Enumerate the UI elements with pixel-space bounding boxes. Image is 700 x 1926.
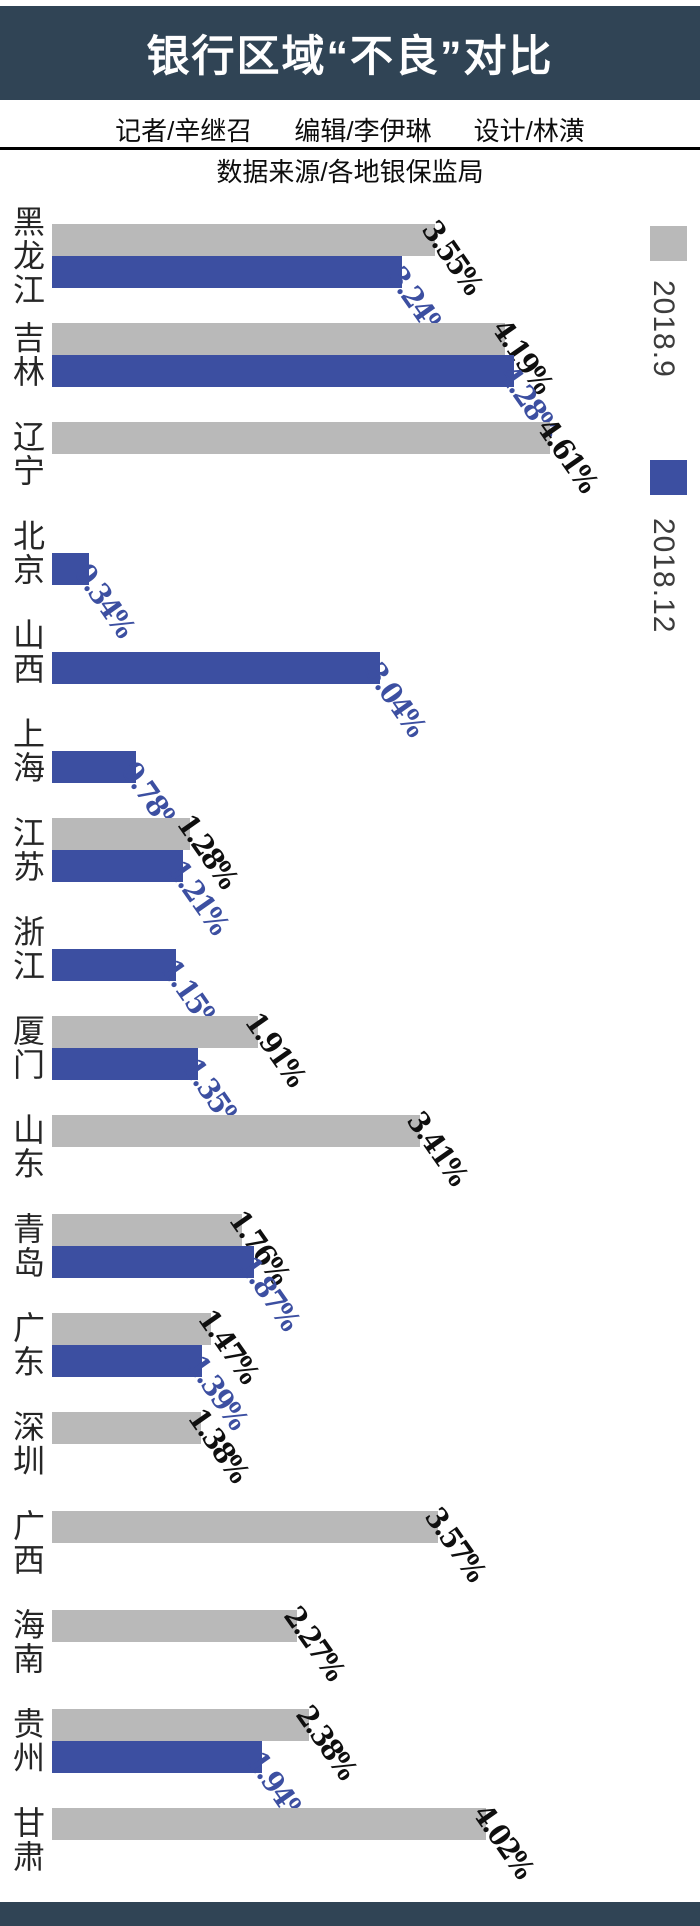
footer-bar bbox=[0, 1902, 700, 1926]
value-label-2018-9: 3.41% bbox=[400, 1105, 475, 1191]
value-label-2018-9: 4.61% bbox=[530, 412, 605, 498]
chart-row: 深圳 1.38% bbox=[0, 1400, 700, 1499]
region-label: 浙江 bbox=[9, 915, 45, 983]
region-label: 上海 bbox=[9, 717, 45, 785]
region-label-box: 北京 bbox=[4, 515, 50, 591]
region-label: 山西 bbox=[9, 618, 45, 686]
region-label-box: 广东 bbox=[4, 1307, 50, 1383]
region-label: 深圳 bbox=[9, 1410, 45, 1478]
chart-row: 江苏 1.28% 1.21% bbox=[0, 806, 700, 940]
bar-2018-9 bbox=[52, 1511, 438, 1543]
chart-row: 贵州 2.38% 1.94% bbox=[0, 1697, 700, 1831]
bar-2018-9 bbox=[52, 818, 190, 850]
legend-swatch-2018-12 bbox=[650, 460, 687, 495]
chart-row: 广东 1.47% 1.39% bbox=[0, 1301, 700, 1435]
legend-swatch-2018-9 bbox=[650, 226, 687, 261]
bar-2018-12 bbox=[52, 1741, 262, 1773]
region-label-box: 海南 bbox=[4, 1604, 50, 1680]
region-label-box: 吉林 bbox=[4, 317, 50, 393]
chart-row: 甘肃 4.02% bbox=[0, 1796, 700, 1895]
chart-row: 海南 2.27% bbox=[0, 1598, 700, 1697]
chart-row: 厦门 1.91% 1.35% bbox=[0, 1004, 700, 1138]
bar-2018-9 bbox=[52, 1313, 211, 1345]
region-label: 广西 bbox=[9, 1509, 45, 1577]
bar-2018-9 bbox=[52, 1610, 297, 1642]
chart-row: 山东 3.41% bbox=[0, 1103, 700, 1202]
region-label-box: 浙江 bbox=[4, 911, 50, 987]
value-label-2018-9: 4.02% bbox=[466, 1798, 541, 1884]
region-label: 贵州 bbox=[9, 1707, 45, 1775]
region-label-box: 山西 bbox=[4, 614, 50, 690]
chart-row: 浙江 1.15% bbox=[0, 905, 700, 1039]
value-label-2018-9: 1.91% bbox=[238, 1006, 313, 1092]
region-label: 山东 bbox=[9, 1113, 45, 1181]
region-label-box: 深圳 bbox=[4, 1406, 50, 1482]
region-label: 青岛 bbox=[9, 1212, 45, 1280]
region-label-box: 广西 bbox=[4, 1505, 50, 1581]
region-label: 甘肃 bbox=[9, 1806, 45, 1874]
bar-2018-12 bbox=[52, 256, 402, 288]
chart-row: 上海 0.78% bbox=[0, 707, 700, 841]
chart-row: 辽宁 4.61% bbox=[0, 410, 700, 509]
bar-2018-12 bbox=[52, 652, 380, 684]
bar-2018-12 bbox=[52, 553, 89, 585]
chart-row: 广西 3.57% bbox=[0, 1499, 700, 1598]
divider-line bbox=[0, 147, 700, 150]
region-label: 北京 bbox=[9, 519, 45, 587]
region-label-box: 江苏 bbox=[4, 812, 50, 888]
legend-label-2018-12: 2018.12 bbox=[647, 518, 680, 634]
region-label-box: 青岛 bbox=[4, 1208, 50, 1284]
region-label-box: 上海 bbox=[4, 713, 50, 789]
region-label-box: 甘肃 bbox=[4, 1802, 50, 1878]
header-bar bbox=[0, 6, 700, 100]
region-label: 江苏 bbox=[9, 816, 45, 884]
region-label-box: 山东 bbox=[4, 1109, 50, 1185]
chart-row: 青岛 1.76% 1.87% bbox=[0, 1202, 700, 1336]
region-label: 海南 bbox=[9, 1608, 45, 1676]
bar-2018-12 bbox=[52, 1048, 198, 1080]
chart-row: 北京 0.34% bbox=[0, 509, 700, 643]
value-label-2018-9: 3.57% bbox=[418, 1501, 493, 1587]
region-label: 辽宁 bbox=[9, 420, 45, 488]
credit-editor: 编辑/李伊琳 bbox=[294, 115, 432, 146]
credit-designer: 设计/林潢 bbox=[473, 115, 585, 146]
bar-2018-9 bbox=[52, 323, 505, 355]
bar-2018-9 bbox=[52, 224, 435, 256]
credits-row: 记者/辛继召 编辑/李伊琳 设计/林潢 bbox=[0, 112, 700, 146]
bar-2018-9 bbox=[52, 1412, 201, 1444]
bar-2018-12 bbox=[52, 949, 176, 981]
value-label-2018-9: 2.38% bbox=[289, 1699, 364, 1785]
region-label-box: 贵州 bbox=[4, 1703, 50, 1779]
chart-row: 山西 3.04% bbox=[0, 608, 700, 742]
bar-2018-12 bbox=[52, 850, 183, 882]
region-label: 广东 bbox=[9, 1311, 45, 1379]
bar-2018-9 bbox=[52, 1808, 486, 1840]
bar-2018-12 bbox=[52, 355, 514, 387]
bar-2018-12 bbox=[52, 1345, 202, 1377]
region-label-box: 厦门 bbox=[4, 1010, 50, 1086]
chart-row: 黑龙江 3.55% 3.24% bbox=[0, 205, 700, 346]
bar-2018-9 bbox=[52, 1214, 242, 1246]
bar-2018-9 bbox=[52, 422, 550, 454]
bar-2018-9 bbox=[52, 1115, 420, 1147]
chart-row: 吉林 4.19% 4.28% bbox=[0, 311, 700, 445]
bar-2018-9 bbox=[52, 1709, 309, 1741]
bar-2018-9 bbox=[52, 1016, 258, 1048]
credit-reporter: 记者/辛继召 bbox=[115, 115, 253, 146]
page-title: 银行区域“不良”对比 bbox=[146, 33, 554, 81]
region-label: 黑龙江 bbox=[9, 205, 45, 307]
value-label-2018-9: 2.27% bbox=[277, 1600, 352, 1686]
bar-2018-12 bbox=[52, 1246, 254, 1278]
value-label-2018-9: 1.38% bbox=[181, 1402, 256, 1488]
region-label: 吉林 bbox=[9, 321, 45, 389]
bar-2018-12 bbox=[52, 751, 136, 783]
data-source: 数据来源/各地银保监局 bbox=[216, 156, 484, 187]
region-label-box: 辽宁 bbox=[4, 416, 50, 492]
legend-label-2018-9: 2018.9 bbox=[647, 280, 680, 378]
region-label: 厦门 bbox=[9, 1014, 45, 1082]
region-label-box: 黑龙江 bbox=[4, 205, 50, 307]
